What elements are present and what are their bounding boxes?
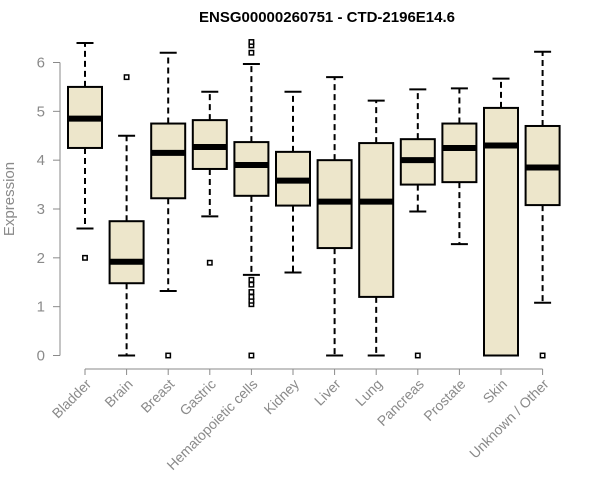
y-axis-label: Expression (1, 162, 18, 236)
box-iqr (233, 141, 270, 197)
box-8 (399, 88, 436, 359)
outlier-point (248, 49, 255, 56)
y-axis: 0 1 2 3 4 5 6 (37, 55, 61, 365)
y-tick-label: 3 (37, 201, 45, 218)
box-iqr (483, 106, 519, 357)
outlier-point (414, 352, 421, 359)
x-tick-label: Bladder (49, 376, 95, 422)
box-10 (483, 77, 519, 357)
chart-title: ENSG00000260751 - CTD-2196E14.6 (199, 9, 455, 26)
outlier-point (248, 276, 255, 283)
box-6 (316, 76, 353, 357)
box-3 (191, 90, 228, 266)
y-tick-label: 6 (37, 55, 45, 72)
x-tick-label: Breast (137, 376, 177, 416)
x-tick-label: Liver (311, 376, 344, 409)
box-7 (358, 99, 395, 357)
x-tick-label: Lung (352, 376, 385, 409)
x-tick-label: Brain (101, 376, 135, 410)
box-iqr (108, 220, 145, 285)
boxes-group (67, 39, 561, 359)
y-tick-label: 4 (37, 152, 45, 169)
outlier-point (165, 352, 172, 359)
outlier-point (248, 293, 255, 300)
x-tick-label: Prostate (420, 376, 468, 424)
y-tick-label: 1 (37, 299, 45, 316)
box-9 (441, 87, 478, 246)
box-iqr (441, 122, 478, 184)
box-1 (108, 74, 145, 357)
x-tick-label: Unknown / Other (466, 376, 552, 462)
box-5 (275, 90, 311, 274)
box-iqr (150, 122, 187, 200)
outlier-point (82, 254, 88, 261)
outlier-point (206, 259, 213, 266)
box-0 (67, 41, 103, 261)
y-tick-label: 5 (37, 103, 45, 120)
box-2 (150, 51, 187, 359)
box-11 (524, 50, 561, 359)
box-4 (233, 39, 270, 359)
x-tick-label: Kidney (261, 376, 303, 418)
outlier-point (248, 289, 255, 295)
outlier-point (248, 352, 255, 359)
x-tick-label: Skin (480, 376, 511, 407)
outlier-point (539, 352, 546, 359)
y-tick-label: 2 (37, 250, 45, 267)
outlier-point (248, 281, 255, 288)
y-tick-label: 0 (37, 348, 45, 365)
outlier-point (248, 39, 255, 45)
outlier-point (123, 74, 130, 81)
box-iqr (358, 142, 395, 298)
